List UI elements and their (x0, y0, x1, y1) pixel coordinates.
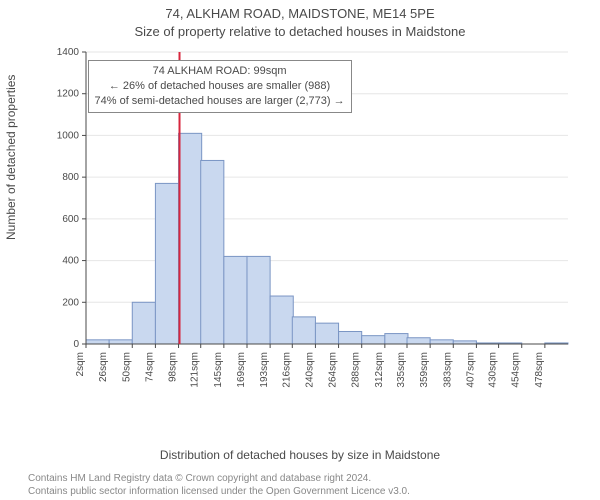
histogram-bar (201, 160, 224, 344)
x-tick-label: 288sqm (351, 352, 362, 388)
annotation-line3: 74% of semi-detached houses are larger (… (95, 94, 345, 109)
page-subtitle: Size of property relative to detached ho… (0, 24, 600, 39)
histogram-bar (315, 323, 338, 344)
x-tick-label: 383sqm (442, 352, 453, 388)
x-tick-label: 312sqm (374, 352, 385, 388)
y-tick-label: 1400 (57, 48, 80, 58)
histogram-bar (385, 334, 408, 344)
histogram-bar (179, 133, 202, 344)
y-tick-label: 400 (62, 256, 79, 267)
y-tick-label: 1200 (57, 89, 80, 100)
x-tick-label: 216sqm (281, 352, 292, 388)
page-title-address: 74, ALKHAM ROAD, MAIDSTONE, ME14 5PE (0, 6, 600, 21)
histogram-bar (224, 256, 247, 344)
histogram-bar (362, 336, 385, 344)
annotation-line1: 74 ALKHAM ROAD: 99sqm (95, 64, 345, 79)
footer-licence: Contains public sector information licen… (28, 486, 410, 497)
x-tick-label: 121sqm (190, 352, 201, 388)
y-tick-label: 800 (62, 172, 79, 183)
y-tick-label: 1000 (57, 130, 80, 141)
y-tick-label: 200 (62, 297, 79, 308)
histogram-bar (270, 296, 293, 344)
histogram-bar (339, 331, 362, 344)
footer-copyright: Contains HM Land Registry data © Crown c… (28, 473, 371, 484)
histogram-bar (109, 340, 132, 344)
x-tick-label: 240sqm (304, 352, 315, 388)
x-tick-label: 264sqm (328, 352, 339, 388)
x-tick-label: 145sqm (213, 352, 224, 388)
x-tick-label: 359sqm (419, 352, 430, 388)
histogram-bar (407, 338, 430, 344)
x-tick-label: 98sqm (168, 352, 179, 382)
x-tick-label: 454sqm (511, 352, 522, 388)
x-tick-label: 478sqm (534, 352, 545, 388)
x-tick-label: 2sqm (75, 352, 86, 376)
x-tick-label: 407sqm (465, 352, 476, 388)
y-tick-label: 600 (62, 214, 79, 225)
y-tick-label: 0 (73, 339, 79, 350)
x-tick-label: 193sqm (259, 352, 270, 388)
x-tick-label: 26sqm (98, 352, 109, 382)
x-tick-label: 335sqm (396, 352, 407, 388)
histogram-bar (155, 183, 178, 344)
x-axis-label: Distribution of detached houses by size … (0, 448, 600, 462)
histogram-bar (86, 340, 109, 344)
x-tick-label: 430sqm (488, 352, 499, 388)
annotation-box: 74 ALKHAM ROAD: 99sqm← 26% of detached h… (88, 60, 352, 113)
histogram-bar (430, 340, 453, 344)
x-tick-label: 50sqm (121, 352, 132, 382)
x-tick-label: 169sqm (236, 352, 247, 388)
y-axis-label: Number of detached properties (4, 75, 18, 240)
annotation-line2: ← 26% of detached houses are smaller (98… (95, 79, 345, 94)
histogram-bar (292, 317, 315, 344)
histogram-bar (132, 302, 155, 344)
x-tick-label: 74sqm (144, 352, 155, 382)
histogram-bar (247, 256, 270, 344)
